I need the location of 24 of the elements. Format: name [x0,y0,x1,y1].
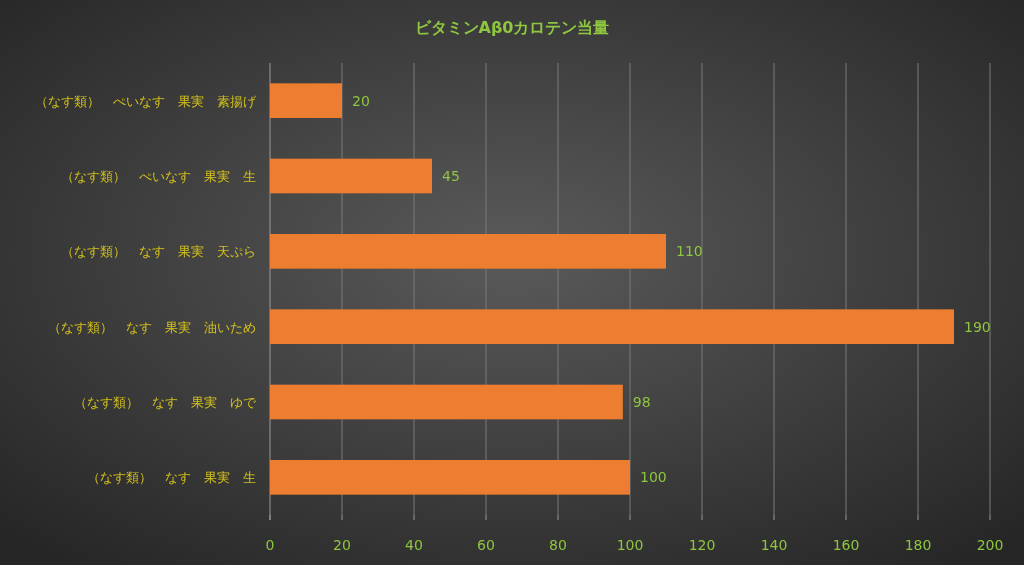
x-tick-label: 20 [333,537,351,553]
data-label: 110 [676,243,703,260]
y-tick-label: （なす類） なす 果実 生 [87,470,256,486]
x-tick-label: 140 [760,537,788,553]
x-tick-label: 180 [904,537,932,553]
x-tick-label: 120 [688,537,716,553]
data-label: 20 [352,92,370,109]
y-tick-label: （なす類） なす 果実 天ぷら [61,244,256,260]
chart-title: ビタミンAβ0カロテン当量 [414,18,610,37]
y-tick-label: （なす類） なす 果実 ゆで [74,395,257,410]
data-label: 190 [964,318,991,335]
x-tick-label: 40 [405,537,423,553]
data-label: 45 [442,168,460,184]
x-tick-label: 60 [477,537,495,553]
x-tick-label: 100 [616,537,644,553]
data-label: 98 [632,394,651,410]
y-tick-label: （なす類） ぺいなす 果実 素揚げ [35,93,257,109]
x-tick-label: 0 [265,537,275,553]
data-label: 100 [640,469,667,486]
y-tick-label: （なす類） ぺいなす 果実 生 [61,169,256,184]
x-tick-label: 160 [832,537,860,553]
x-tick-label: 80 [549,537,567,553]
y-tick-label: （なす類） なす 果実 油いため [48,319,256,335]
x-tick-label: 200 [976,537,1004,553]
